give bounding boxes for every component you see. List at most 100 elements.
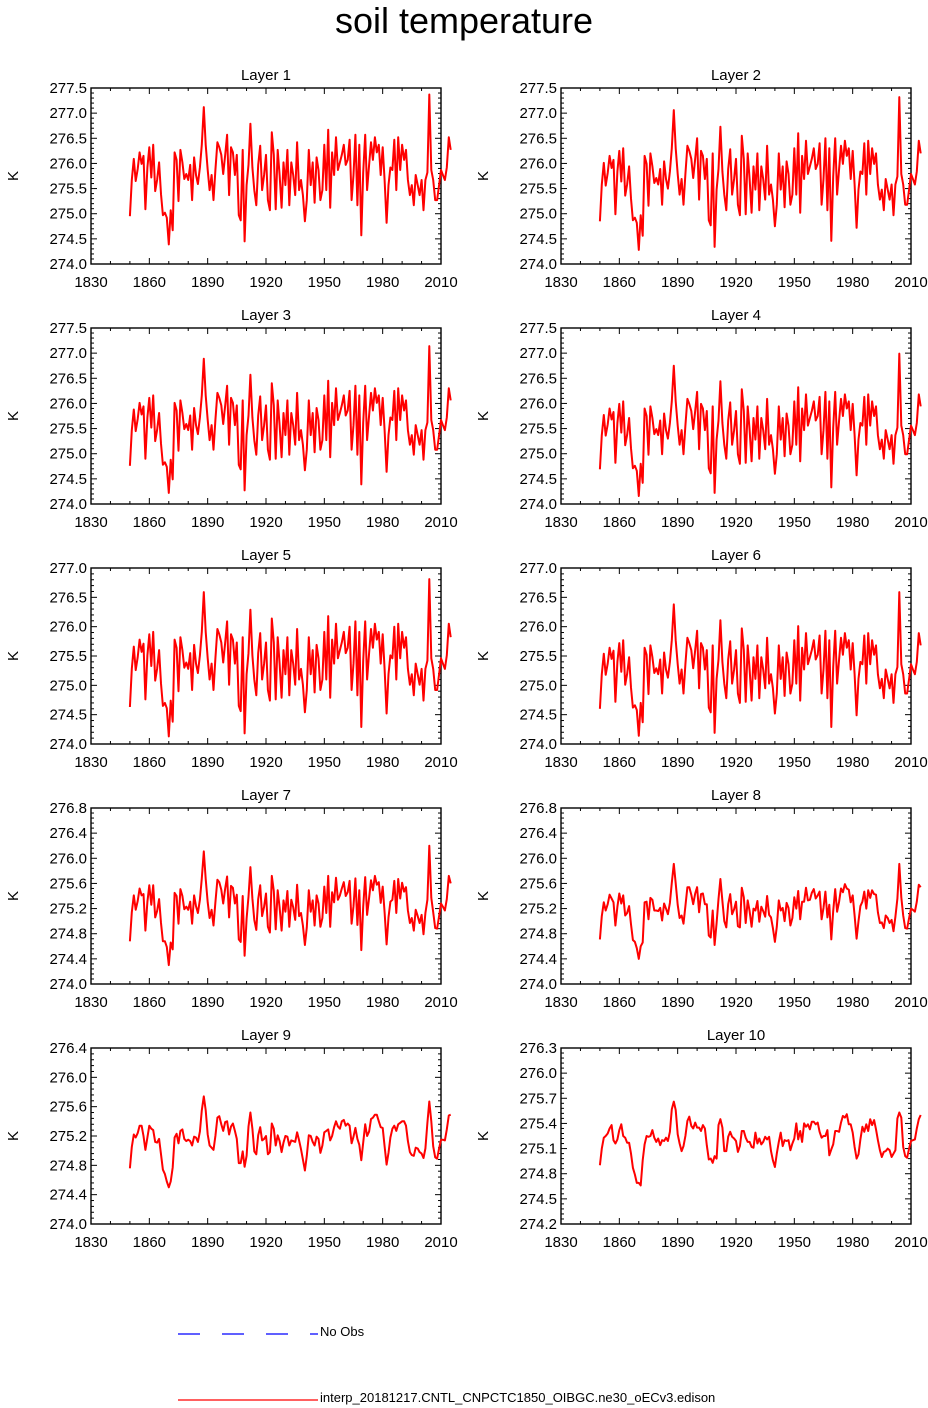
y-tick-label-9: 276.4 [49,1040,87,1057]
x-tick-label-7: 1920 [249,994,282,1011]
x-tick-label-8: 1920 [719,994,752,1011]
y-tick-label-7: 276.0 [49,850,87,867]
x-tick-label-3: 1860 [133,514,166,531]
x-tick-label-10: 1920 [719,1234,752,1251]
y-tick-label-7: 274.4 [49,951,87,968]
x-tick-label-10: 2010 [894,1234,927,1251]
y-tick-label-8: 274.8 [519,926,557,943]
chart-title-10: Layer 10 [707,1027,765,1044]
x-tick-label-6: 1950 [778,754,811,771]
y-tick-label-10: 276.0 [519,1065,557,1082]
y-tick-label-10: 274.8 [519,1166,557,1183]
chart-panel-4: Layer 4 K 274.0 274.5 275.0 275.5 276.0 276.5 27… [475,307,928,531]
y-tick-label-3: 275.5 [49,421,87,438]
y-tick-label-10: 274.5 [519,1191,557,1208]
x-tick-label-8: 1860 [603,994,636,1011]
x-tick-label-2: 1860 [603,274,636,291]
y-axis-label-5: K [5,651,22,661]
chart-panel-9: Layer 9 K 274.0 274.4 274.8 275.2 275.6 276.0 27… [5,1027,458,1251]
y-tick-label-2: 274.0 [519,256,557,273]
x-tick-label-7: 2010 [424,994,457,1011]
chart-title-1: Layer 1 [241,67,291,84]
y-tick-label-10: 274.2 [519,1216,557,1233]
x-tick-label-6: 1830 [544,754,577,771]
y-tick-label-6: 274.0 [519,736,557,753]
x-tick-label-7: 1830 [74,994,107,1011]
y-tick-label-5: 275.0 [49,677,87,694]
y-tick-label-1: 277.5 [49,80,87,97]
x-tick-label-2: 2010 [894,274,927,291]
y-tick-label-3: 277.5 [49,320,87,337]
y-tick-label-5: 274.0 [49,736,87,753]
x-tick-label-2: 1980 [836,274,869,291]
y-tick-label-8: 275.6 [519,875,557,892]
series-line-1 [128,93,452,246]
x-tick-label-4: 1890 [661,514,694,531]
x-tick-label-3: 2010 [424,514,457,531]
chart-title-3: Layer 3 [241,307,291,324]
x-tick-label-5: 1860 [133,754,166,771]
x-tick-label-8: 1830 [544,994,577,1011]
x-tick-label-7: 1950 [308,994,341,1011]
y-tick-label-4: 276.5 [519,370,557,387]
y-tick-label-7: 276.4 [49,825,87,842]
y-tick-label-9: 275.6 [49,1099,87,1116]
x-tick-label-4: 1860 [603,514,636,531]
y-axis-label-9: K [5,1131,22,1141]
chart-title-7: Layer 7 [241,787,291,804]
x-tick-label-4: 1920 [719,514,752,531]
chart-panel-3: Layer 3 K 274.0 274.5 275.0 275.5 276.0 276.5 27… [5,307,458,531]
y-tick-label-1: 275.5 [49,181,87,198]
y-axis-label-1: K [5,171,22,181]
chart-title-6: Layer 6 [711,547,761,564]
x-tick-label-3: 1980 [366,514,399,531]
legend-model: interp_20181217.CNTL_CNPCTC1850_OIBGC.ne… [178,1388,878,1408]
y-tick-label-1: 275.0 [49,206,87,223]
y-tick-label-1: 274.0 [49,256,87,273]
x-tick-label-5: 1920 [249,754,282,771]
x-tick-label-5: 1830 [74,754,107,771]
x-tick-label-9: 1890 [191,1234,224,1251]
y-tick-label-9: 274.4 [49,1187,87,1204]
x-tick-label-2: 1830 [544,274,577,291]
y-tick-label-2: 277.5 [519,80,557,97]
y-axis-label-3: K [5,411,22,421]
x-tick-label-1: 1980 [366,274,399,291]
x-tick-label-9: 1980 [366,1234,399,1251]
x-tick-label-9: 1830 [74,1234,107,1251]
y-tick-label-10: 275.4 [519,1115,557,1132]
y-tick-label-3: 277.0 [49,345,87,362]
x-tick-label-10: 1860 [603,1234,636,1251]
y-tick-label-3: 276.0 [49,395,87,412]
y-tick-label-6: 274.5 [519,707,557,724]
y-tick-label-9: 275.2 [49,1128,87,1145]
y-tick-label-4: 275.0 [519,446,557,463]
x-tick-label-6: 1920 [719,754,752,771]
x-tick-label-7: 1860 [133,994,166,1011]
x-tick-label-10: 1830 [544,1234,577,1251]
x-tick-label-3: 1830 [74,514,107,531]
series-line-8 [598,862,922,960]
x-tick-label-3: 1890 [191,514,224,531]
y-tick-label-3: 274.0 [49,496,87,513]
legend-model-label: interp_20181217.CNTL_CNPCTC1850_OIBGC.ne… [320,1390,716,1405]
x-tick-label-1: 1950 [308,274,341,291]
y-tick-label-2: 274.5 [519,231,557,248]
legend-obs-line [178,1333,318,1335]
y-tick-label-1: 277.0 [49,105,87,122]
x-tick-label-9: 1860 [133,1234,166,1251]
series-line-2 [598,96,922,251]
x-tick-label-1: 1890 [191,274,224,291]
y-tick-label-2: 276.0 [519,155,557,172]
y-tick-label-2: 275.5 [519,181,557,198]
chart-panel-2: Layer 2 K 274.0 274.5 275.0 275.5 276.0 276.5 27… [475,67,928,291]
legend-obs-label: No Obs [320,1324,365,1339]
x-tick-label-5: 1980 [366,754,399,771]
y-tick-label-8: 276.0 [519,850,557,867]
y-tick-label-7: 275.6 [49,875,87,892]
y-tick-label-3: 274.5 [49,471,87,488]
y-tick-label-6: 275.0 [519,677,557,694]
y-tick-label-1: 274.5 [49,231,87,248]
x-tick-label-5: 1950 [308,754,341,771]
y-tick-label-5: 275.5 [49,648,87,665]
